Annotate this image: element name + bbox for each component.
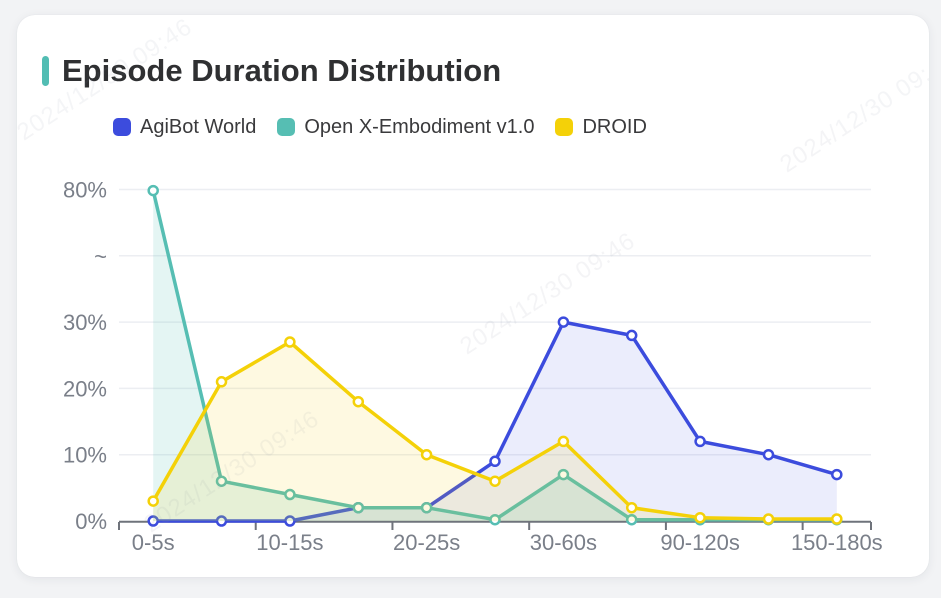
x-axis-label: 30-60s: [530, 530, 597, 555]
legend-item-droid[interactable]: DROID: [555, 115, 647, 139]
y-axis-label: 30%: [63, 310, 107, 335]
data-point-marker[interactable]: [489, 455, 501, 468]
data-point-marker[interactable]: [557, 468, 570, 481]
legend-item-open-x-embodiment[interactable]: Open X-Embodiment v1.0: [277, 116, 534, 139]
data-point-marker[interactable]: [694, 511, 706, 524]
data-point-marker[interactable]: [284, 488, 296, 501]
data-point-marker[interactable]: [762, 513, 775, 525]
series-area-open-x-embodiment-v1-0: [153, 190, 837, 521]
x-axis-label: 20-25s: [393, 530, 460, 555]
data-point-marker[interactable]: [147, 184, 159, 197]
y-axis-label: 20%: [63, 376, 107, 401]
data-point-marker[interactable]: [489, 513, 501, 526]
data-point-marker[interactable]: [831, 468, 843, 481]
legend: AgiBot World Open X-Embodiment v1.0 DROI…: [113, 113, 647, 141]
data-point-marker[interactable]: [215, 515, 228, 527]
chart-title: Episode Duration Distribution: [62, 53, 502, 88]
chart-canvas[interactable]: 0% 10% 20% 30% ~80% 0-5s 10-15s 20-25s 30-60s 90-…: [17, 15, 929, 577]
data-point-marker[interactable]: [215, 376, 228, 388]
data-point-marker[interactable]: [420, 501, 433, 514]
data-point-marker[interactable]: [352, 501, 365, 514]
data-point-marker[interactable]: [420, 448, 433, 461]
data-point-marker[interactable]: [762, 448, 775, 461]
data-point-marker[interactable]: [489, 475, 501, 487]
data-point-marker[interactable]: [147, 515, 159, 527]
data-point-marker[interactable]: [284, 515, 296, 527]
data-point-marker[interactable]: [694, 435, 706, 448]
data-point-marker[interactable]: [625, 329, 638, 342]
x-axis-label: 10-15s: [256, 530, 323, 555]
data-point-marker[interactable]: [831, 513, 843, 525]
data-point-marker[interactable]: [147, 495, 159, 507]
data-point-marker[interactable]: [557, 316, 570, 328]
y-axis-label: 80%: [63, 178, 107, 203]
x-axis-label: 150-180s: [791, 530, 883, 555]
legend-label: AgiBot World: [140, 115, 257, 138]
legend-swatch-open-x-embodiment: [277, 118, 296, 136]
series-area-agibot-world: [153, 322, 837, 521]
x-axis-label: 0-5s: [132, 530, 175, 555]
chart-card: Episode Duration Distribution AgiBot Wor…: [17, 15, 929, 577]
data-point-marker[interactable]: [625, 513, 638, 526]
y-axis-label: 10%: [63, 443, 107, 468]
title-accent-bar: [42, 56, 49, 86]
legend-label: DROID: [582, 115, 647, 138]
data-point-marker[interactable]: [625, 501, 638, 514]
data-point-marker[interactable]: [557, 435, 570, 448]
x-axis-label: 90-120s: [660, 530, 740, 555]
data-point-marker[interactable]: [352, 395, 365, 408]
data-point-marker[interactable]: [284, 336, 296, 348]
legend-item-agibot-world[interactable]: AgiBot World: [113, 116, 256, 139]
title-row: Episode Duration Distribution: [42, 51, 501, 91]
series-area-droid: [153, 342, 837, 521]
legend-swatch-droid: [555, 118, 574, 136]
legend-label: Open X-Embodiment v1.0: [304, 115, 535, 138]
y-axis-label: ~: [94, 244, 107, 269]
y-axis-label: 0%: [75, 509, 107, 534]
legend-swatch-agibot-world: [113, 118, 131, 136]
data-point-marker[interactable]: [215, 475, 228, 487]
